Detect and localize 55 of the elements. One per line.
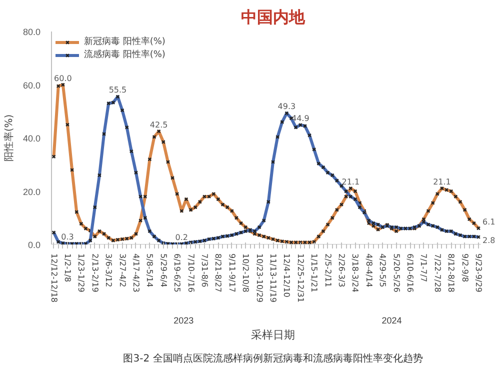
caption: 图3-2 全国哨点医院流感样病例新冠病毒和流感病毒阳性率变化趋势	[123, 352, 423, 364]
x-tick-label: 12/25-12/31	[296, 254, 305, 302]
legend-label: 新冠病毒 阳性率(%)	[84, 36, 166, 48]
y-tick-label: 20.0	[22, 186, 41, 197]
y-tick-label: 80.0	[22, 27, 41, 37]
data-label: 21.1	[433, 177, 451, 186]
x-tick-label: 10/23-10/29	[254, 254, 264, 302]
chart-title: 中国内地	[241, 8, 306, 26]
x-tick-label: 12/12-12/18	[49, 254, 58, 302]
data-label: 2.8	[482, 236, 496, 246]
text: 2024	[382, 316, 402, 326]
x-tick-label: 6/10-6/16	[406, 254, 415, 292]
x-tick-label: 7/10-7/16	[186, 254, 196, 292]
data-label: 21.1	[342, 177, 360, 186]
x-tick-label: 6/19-6/25	[172, 254, 182, 292]
x-tick-label: 12/4-12/10	[282, 254, 292, 298]
x-tick-label: 7/1-7/7	[419, 254, 428, 282]
x-tick-label: 3/6-3/12	[104, 254, 114, 288]
x-tick-label: 10/2-10/8	[241, 254, 250, 292]
x-axis-title: 采样日期	[251, 328, 295, 342]
y-tick-label: 60.0	[22, 80, 41, 90]
data-label: 6.1	[482, 217, 496, 226]
x-tick-label: 1/15-1/21	[310, 254, 319, 292]
x-tick-label: 7/31-8/6	[200, 254, 209, 288]
data-label: 55.5	[108, 86, 127, 95]
x-tick-label: 5/8-5/14	[145, 254, 154, 288]
x-tick-label: 2/26-3/3	[337, 254, 346, 288]
legend-label: 流感病毒 阳性率(%)	[84, 48, 166, 61]
x-tick-label: 4/17-4/23	[131, 254, 140, 292]
data-label: 49.3	[278, 102, 296, 112]
x-tick-label: 5/29-6/4	[158, 254, 168, 288]
x-tick-label: 9/23-9/29	[474, 254, 484, 292]
x-tick-label: 2/5-2/11	[323, 254, 332, 288]
x-tick-label: 8/12-8/18	[446, 254, 456, 292]
x-tick-label: 9/2-9/8	[460, 254, 470, 282]
x-tick-label: 11/13-11/19	[268, 254, 278, 302]
data-label: 0.3	[61, 232, 74, 242]
y-tick-label: 0.0	[28, 240, 41, 250]
x-tick-label: 2/13-2/19	[90, 254, 100, 292]
data-label: 42.5	[150, 120, 168, 130]
x-tick-label: 8/21-8/27	[214, 254, 223, 292]
x-tick-label: 9/11-9/17	[227, 254, 236, 292]
x-tick-label: 4/29-5/5	[378, 254, 388, 288]
y-tick-label: 40.0	[22, 134, 41, 144]
x-tick-label: 3/18-3/24	[350, 254, 360, 292]
data-label: 60.0	[54, 74, 72, 83]
x-tick-label: 7/22-7/28	[432, 254, 442, 292]
x-tick-label: 4/8-4/14	[364, 254, 374, 288]
x-tick-label: 5/20-5/26	[392, 254, 401, 292]
data-label: 0.2	[175, 232, 188, 242]
y-axis-title: 阳性率(%)	[2, 114, 15, 162]
x-tick-label: 1/2-1/8	[62, 254, 72, 282]
x-tick-label: 1/23-1/29	[76, 254, 86, 292]
x-tick-label: 3/27-4/2	[118, 254, 127, 288]
text: 2023	[174, 316, 194, 326]
